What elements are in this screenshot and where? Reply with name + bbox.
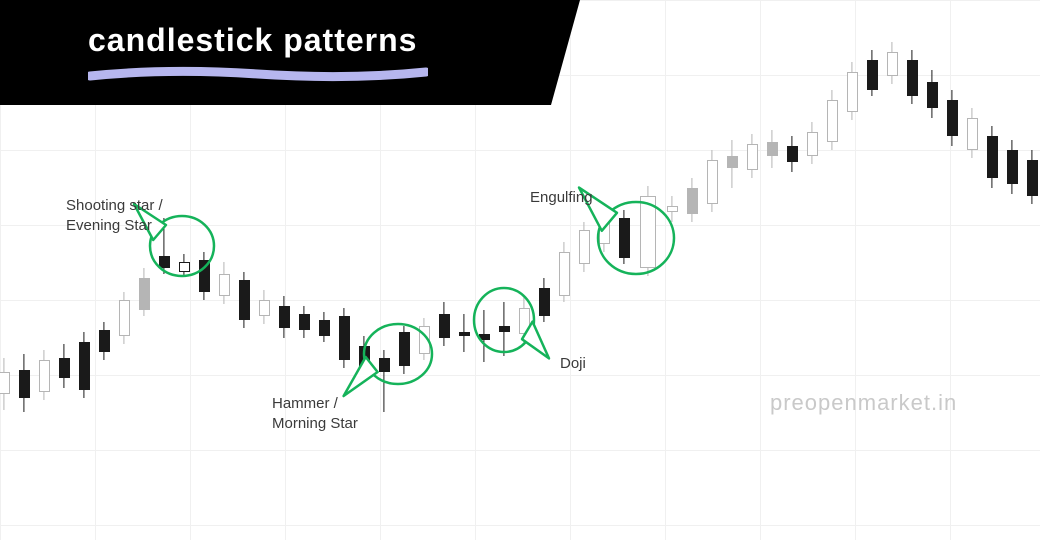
callout-label: Engulfing xyxy=(530,188,593,208)
title-block: candlestick patterns xyxy=(0,0,580,105)
title-underline-icon xyxy=(88,66,428,88)
page-title: candlestick patterns xyxy=(0,0,580,59)
